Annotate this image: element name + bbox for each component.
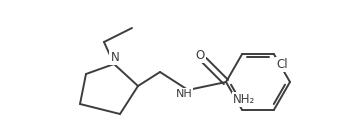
Text: N: N [111, 50, 119, 64]
Text: O: O [195, 49, 204, 61]
Text: Cl: Cl [276, 58, 288, 71]
Text: NH: NH [176, 89, 192, 99]
Text: NH₂: NH₂ [233, 93, 255, 106]
